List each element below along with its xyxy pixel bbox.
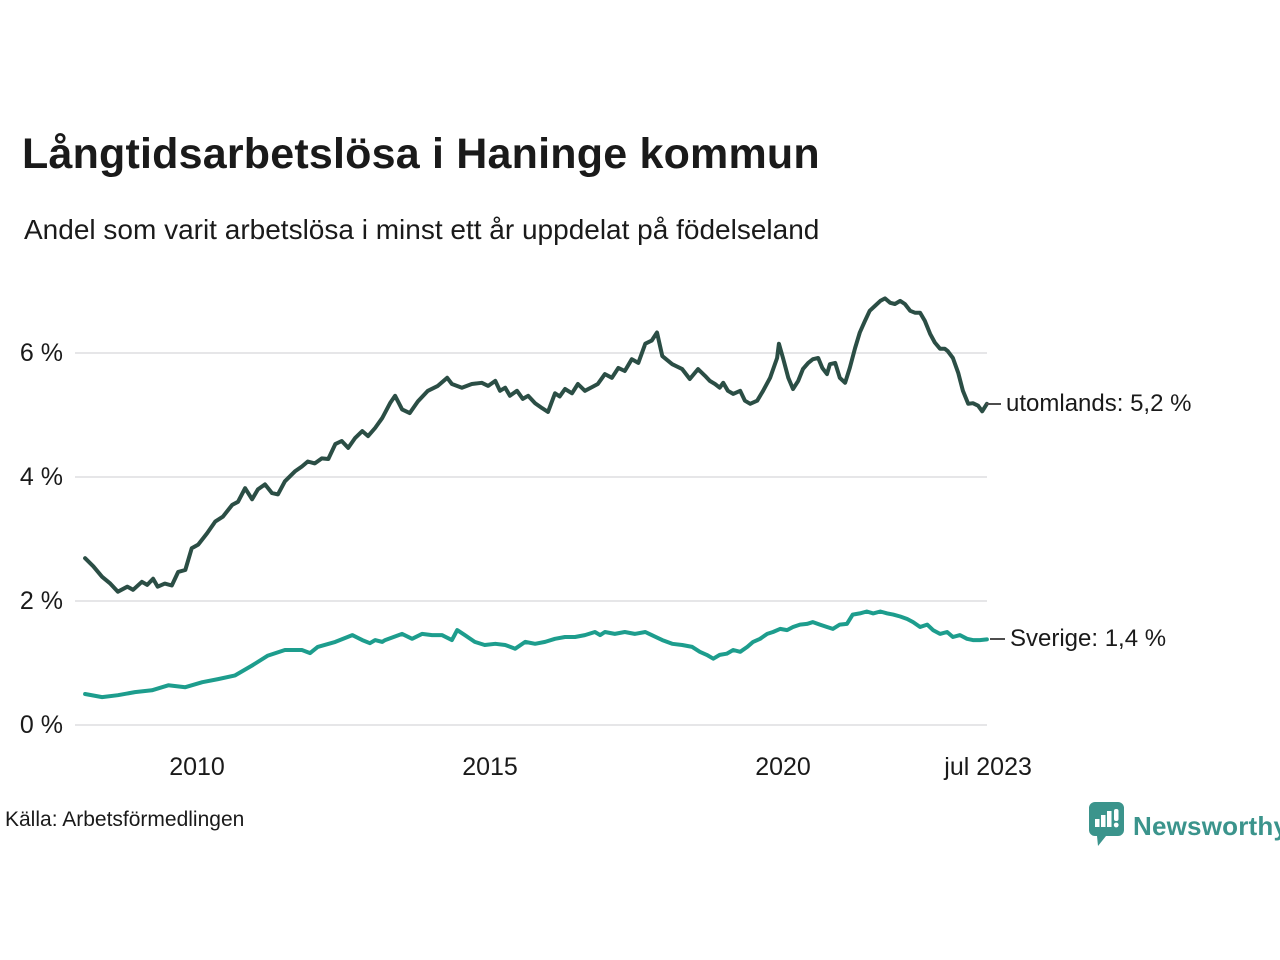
y-axis-tick-label: 6 % xyxy=(19,339,63,367)
series-line-Sverige xyxy=(83,609,989,700)
series-label-text: Sverige: 1,4 % xyxy=(1010,625,1167,653)
x-axis-tick-label: jul 2023 xyxy=(944,753,1032,781)
brand-name: Newsworthy xyxy=(1133,811,1280,841)
source-attribution: Källa: Arbetsförmedlingen xyxy=(5,808,245,831)
y-axis-tick-label: 4 % xyxy=(19,463,63,491)
y-axis-tick-label: 2 % xyxy=(19,587,63,615)
x-axis-tick-label: 2020 xyxy=(755,753,811,781)
series-line-utomlands xyxy=(83,296,989,594)
newsworthy-brand: Newsworthy xyxy=(1087,801,1280,852)
label-connector-dash xyxy=(986,402,1001,405)
y-axis-tick-label: 0 % xyxy=(19,711,63,739)
series-end-label-sverige: Sverige: 1,4 % xyxy=(990,624,1166,654)
series-label-text: utomlands: 5,2 % xyxy=(1006,389,1192,417)
chart-subtitle: Andel som varit arbetslösa i minst ett å… xyxy=(24,214,820,245)
x-axis-tick-label: 2010 xyxy=(169,753,225,781)
label-connector-dash xyxy=(990,638,1005,641)
newsworthy-logo-icon xyxy=(1087,801,1125,852)
page-title: Långtidsarbetslösa i Haninge kommun xyxy=(22,130,820,178)
series-end-label-utomlands: utomlands: 5,2 % xyxy=(986,389,1191,419)
x-axis-tick-label: 2015 xyxy=(462,753,518,781)
